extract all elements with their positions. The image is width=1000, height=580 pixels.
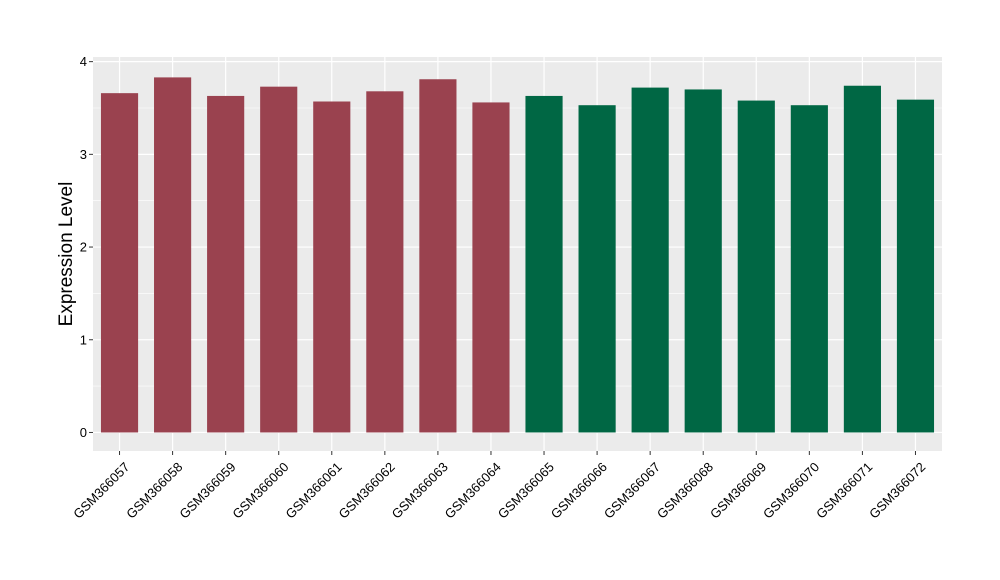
- x-tick-label: GSM366062: [336, 459, 398, 521]
- x-tick-label: GSM366069: [707, 459, 769, 521]
- bar-GSM366067: [631, 87, 669, 433]
- x-tick-label: GSM366064: [442, 459, 504, 521]
- y-tick-label: 1: [80, 332, 87, 347]
- x-tick-label: GSM366058: [123, 459, 185, 521]
- y-axis-title: Expression Level: [56, 182, 77, 327]
- bar-GSM366057: [100, 93, 139, 433]
- bar-GSM366060: [260, 86, 298, 433]
- bar-GSM366072: [896, 99, 935, 433]
- x-tick-label: GSM366059: [176, 459, 238, 521]
- x-tick-label: GSM366060: [229, 459, 291, 521]
- bars: [100, 77, 935, 433]
- x-tick-label: GSM366063: [389, 459, 451, 521]
- x-axis: GSM366057GSM366058GSM366059GSM366060GSM3…: [70, 451, 928, 522]
- x-tick-label: GSM366071: [813, 459, 875, 521]
- bar-GSM366065: [525, 95, 563, 433]
- y-axis: 0 1 2 3 4: [80, 54, 93, 440]
- x-tick-label: GSM366067: [601, 459, 663, 521]
- x-tick-label: GSM366066: [548, 459, 610, 521]
- bar-GSM366063: [419, 79, 457, 433]
- bar-GSM366066: [578, 105, 616, 433]
- y-tick-label: 3: [80, 147, 87, 162]
- y-tick-label: 0: [80, 425, 87, 440]
- bar-GSM366064: [472, 102, 510, 433]
- bar-GSM366071: [843, 85, 881, 433]
- x-tick-label: GSM366057: [70, 459, 132, 521]
- bar-GSM366068: [684, 89, 722, 433]
- bar-GSM366062: [366, 91, 404, 433]
- y-tick-label: 4: [80, 54, 87, 69]
- y-tick-label: 2: [80, 240, 87, 255]
- x-tick-label: GSM366065: [495, 459, 557, 521]
- bar-GSM366059: [207, 95, 245, 433]
- bar-GSM366070: [790, 105, 828, 433]
- bar-GSM366058: [154, 77, 192, 433]
- x-tick-label: GSM366068: [654, 459, 716, 521]
- bar-GSM366069: [737, 100, 775, 433]
- x-tick-label: GSM366072: [866, 459, 928, 521]
- bar-GSM366061: [313, 101, 351, 433]
- x-tick-label: GSM366070: [760, 459, 822, 521]
- x-tick-label: GSM366061: [282, 459, 344, 521]
